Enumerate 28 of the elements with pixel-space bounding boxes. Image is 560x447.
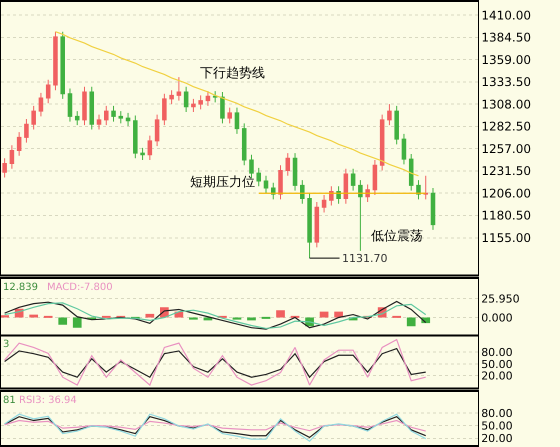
y-tick-label: 50.00 xyxy=(481,358,513,371)
y-tick-label: 1180.50 xyxy=(481,208,532,223)
y-tick-label: 20.00 xyxy=(481,432,513,446)
y-tick-label: 0.000 xyxy=(481,311,513,324)
y-tick-label: 1384.50 xyxy=(481,30,532,45)
annotation: RSI3: 36.94 xyxy=(19,395,77,406)
y-tick-label: 20.00 xyxy=(481,370,513,383)
y-tick-label: 80.00 xyxy=(481,406,513,420)
y-tick-label: 25.950 xyxy=(481,292,520,306)
y-tick-label: 1333.50 xyxy=(481,75,532,90)
y-tick-label: 1206.00 xyxy=(481,186,532,200)
y-tick-label: 1308.00 xyxy=(481,97,532,112)
annotation: 12.839 xyxy=(3,282,38,293)
annotation: 下行趋势线 xyxy=(200,66,265,81)
annotation: 1131.70 xyxy=(342,252,388,265)
y-tick-label: 50.00 xyxy=(481,419,513,432)
annotation: MACD:-7.800 xyxy=(47,282,113,293)
y-tick-label: 1257.00 xyxy=(481,142,532,156)
annotation: 低位震荡 xyxy=(371,229,423,244)
y-tick-label: 1155.00 xyxy=(481,230,532,245)
annotation: 81 xyxy=(3,395,16,406)
y-tick-label: 1410.00 xyxy=(481,8,532,22)
annotation: 3 xyxy=(3,339,10,350)
y-tick-label: 1231.50 xyxy=(481,164,532,178)
y-tick-label: 1359.00 xyxy=(481,52,532,67)
y-tick-label: 80.00 xyxy=(481,346,513,359)
y-tick-label: 1282.50 xyxy=(481,120,532,134)
annotation: 短期压力位 xyxy=(190,175,255,190)
